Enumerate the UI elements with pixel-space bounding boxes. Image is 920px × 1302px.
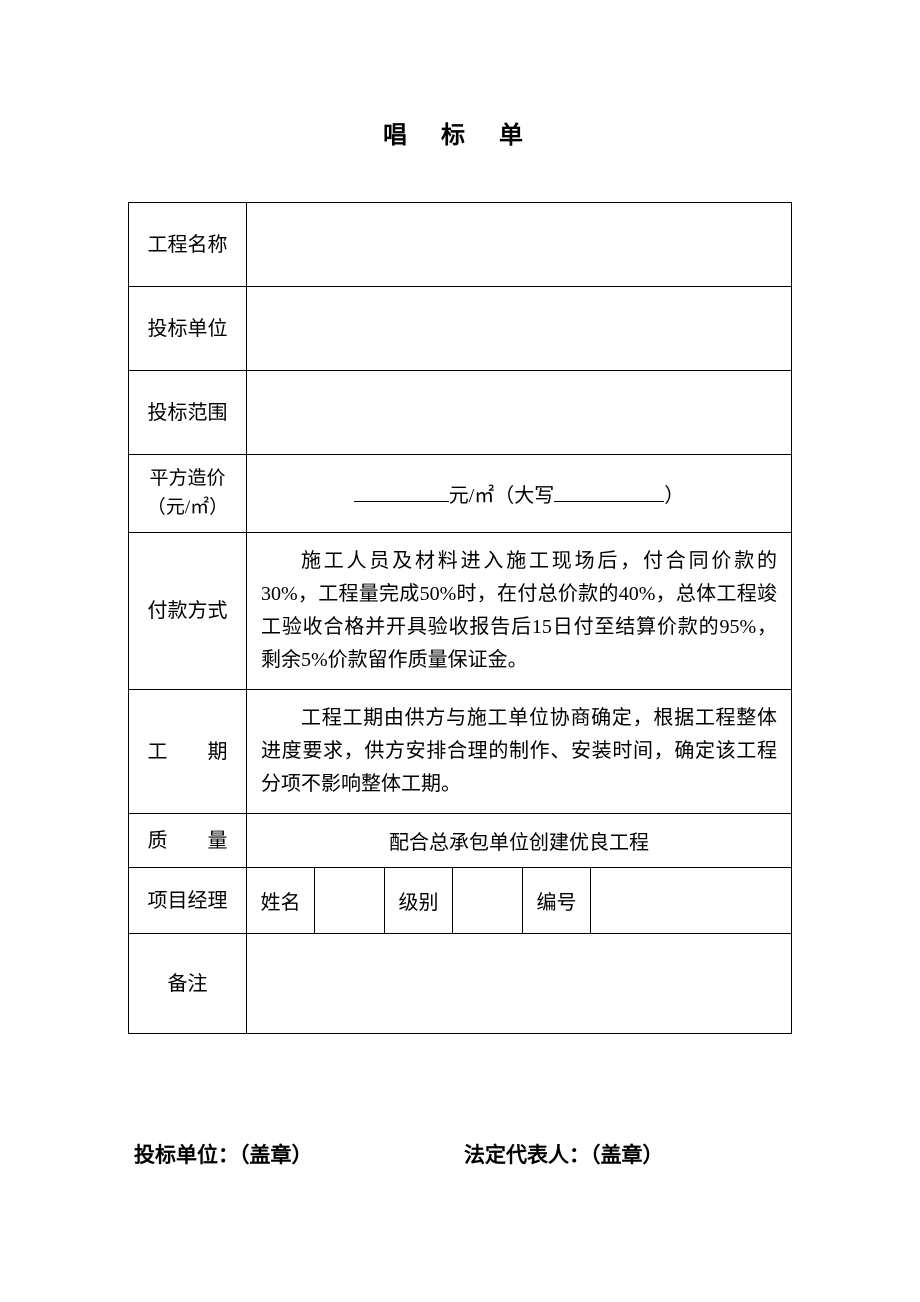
table-row: 质 量 配合总承包单位创建优良工程	[129, 814, 792, 868]
label-manager-level: 级别	[385, 868, 453, 934]
value-duration: 工程工期由供方与施工单位协商确定，根据工程整体进度要求，供方安排合理的制作、安装…	[247, 690, 792, 814]
price-unit: 元/㎡（大写	[449, 485, 555, 507]
payment-text: 施工人员及材料进入施工现场后，付合同价款的30%，工程量完成50%时，在付总价款…	[261, 545, 777, 677]
price-blank-1	[354, 501, 449, 502]
label-duration: 工 期	[129, 690, 247, 814]
price-close: ）	[664, 485, 684, 507]
table-row: 备注	[129, 934, 792, 1034]
price-blank-2	[554, 501, 664, 502]
table-row: 项目经理 姓名 级别 编号	[129, 868, 792, 934]
table-row: 投标范围	[129, 371, 792, 455]
bid-table: 工程名称 投标单位 投标范围 平方造价 （元/㎡） 元/㎡（大写 ） 付款方式 施…	[128, 202, 792, 1034]
document-title: 唱 标 单	[128, 115, 792, 150]
value-bidder	[247, 287, 792, 371]
value-price: 元/㎡（大写 ）	[247, 455, 792, 533]
value-remark	[247, 934, 792, 1034]
label-manager: 项目经理	[129, 868, 247, 934]
table-row: 付款方式 施工人员及材料进入施工现场后，付合同价款的30%，工程量完成50%时，…	[129, 533, 792, 690]
value-payment: 施工人员及材料进入施工现场后，付合同价款的30%，工程量完成50%时，在付总价款…	[247, 533, 792, 690]
label-price-line2: （元/㎡）	[147, 497, 228, 518]
footer-representative: 法定代表人：（盖章）	[464, 1139, 792, 1169]
label-price: 平方造价 （元/㎡）	[129, 455, 247, 533]
value-project-name	[247, 203, 792, 287]
label-manager-name: 姓名	[247, 868, 315, 934]
label-bidder: 投标单位	[129, 287, 247, 371]
table-row: 平方造价 （元/㎡） 元/㎡（大写 ）	[129, 455, 792, 533]
value-manager-name	[315, 868, 385, 934]
footer-bidder: 投标单位：（盖章）	[134, 1139, 464, 1169]
table-row: 投标单位	[129, 287, 792, 371]
label-manager-number: 编号	[523, 868, 591, 934]
value-scope	[247, 371, 792, 455]
label-project-name: 工程名称	[129, 203, 247, 287]
label-scope: 投标范围	[129, 371, 247, 455]
label-quality: 质 量	[129, 814, 247, 868]
label-remark: 备注	[129, 934, 247, 1034]
duration-text: 工程工期由供方与施工单位协商确定，根据工程整体进度要求，供方安排合理的制作、安装…	[261, 702, 777, 801]
label-payment: 付款方式	[129, 533, 247, 690]
label-price-line1: 平方造价	[149, 468, 225, 489]
value-quality: 配合总承包单位创建优良工程	[247, 814, 792, 868]
value-manager-number	[591, 868, 792, 934]
table-row: 工程名称	[129, 203, 792, 287]
table-row: 工 期 工程工期由供方与施工单位协商确定，根据工程整体进度要求，供方安排合理的制…	[129, 690, 792, 814]
value-manager-level	[453, 868, 523, 934]
footer: 投标单位：（盖章） 法定代表人：（盖章）	[128, 1139, 792, 1169]
